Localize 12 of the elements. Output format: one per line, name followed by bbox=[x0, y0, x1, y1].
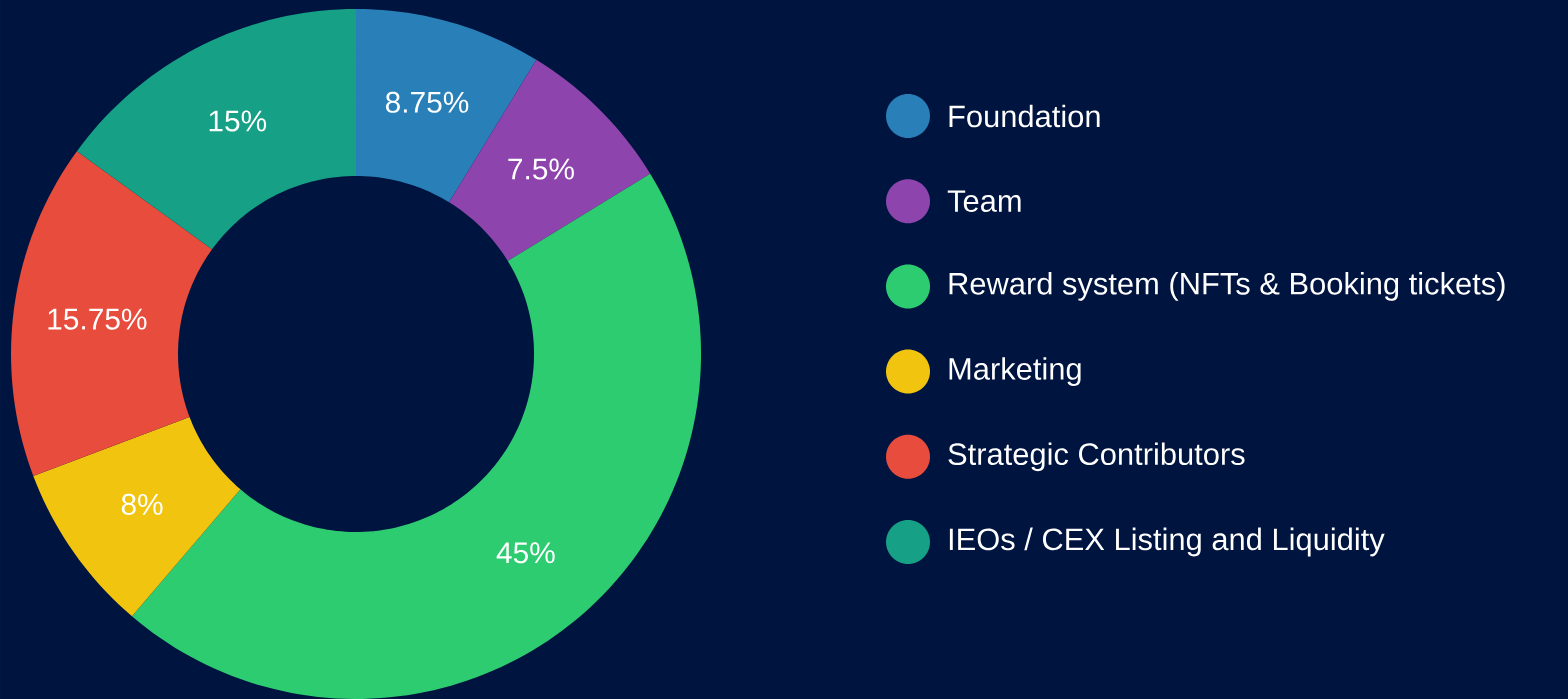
legend-label: Foundation bbox=[949, 104, 1100, 128]
data-label: 15% bbox=[209, 110, 267, 132]
data-label: 7.5% bbox=[508, 158, 574, 180]
data-label: 45% bbox=[496, 542, 555, 564]
legend-label: Strategic Contributors bbox=[948, 442, 1245, 472]
data-label: 15.75% bbox=[48, 308, 147, 330]
legend-label: Team bbox=[947, 190, 1021, 212]
data-label: 8.75% bbox=[385, 91, 469, 113]
legend-label: Marketing bbox=[949, 357, 1081, 386]
legend-label: Reward system (NFTs & Booking tickets) bbox=[949, 272, 1505, 301]
legend-label: IEOs / CEX Listing and Liquidity bbox=[949, 527, 1385, 557]
data-label: 8% bbox=[121, 493, 163, 515]
